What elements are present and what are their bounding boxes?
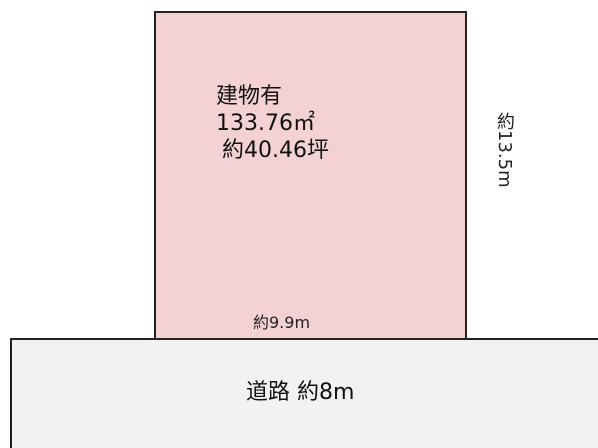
area-square-meters: 133.76㎡	[216, 111, 315, 136]
depth-dimension: 約13.5m	[494, 112, 515, 188]
plot-parcel: 建物有 133.76㎡ 約40.46坪	[154, 11, 467, 340]
building-status: 建物有	[216, 84, 283, 109]
frontage-dimension: 約9.9m	[253, 313, 311, 332]
road: 道路 約8m	[10, 338, 598, 448]
road-label: 道路 約8m	[246, 380, 355, 405]
plot-info: 建物有 133.76㎡ 約40.46坪	[216, 83, 329, 164]
area-tsubo: 約40.46坪	[222, 138, 329, 163]
